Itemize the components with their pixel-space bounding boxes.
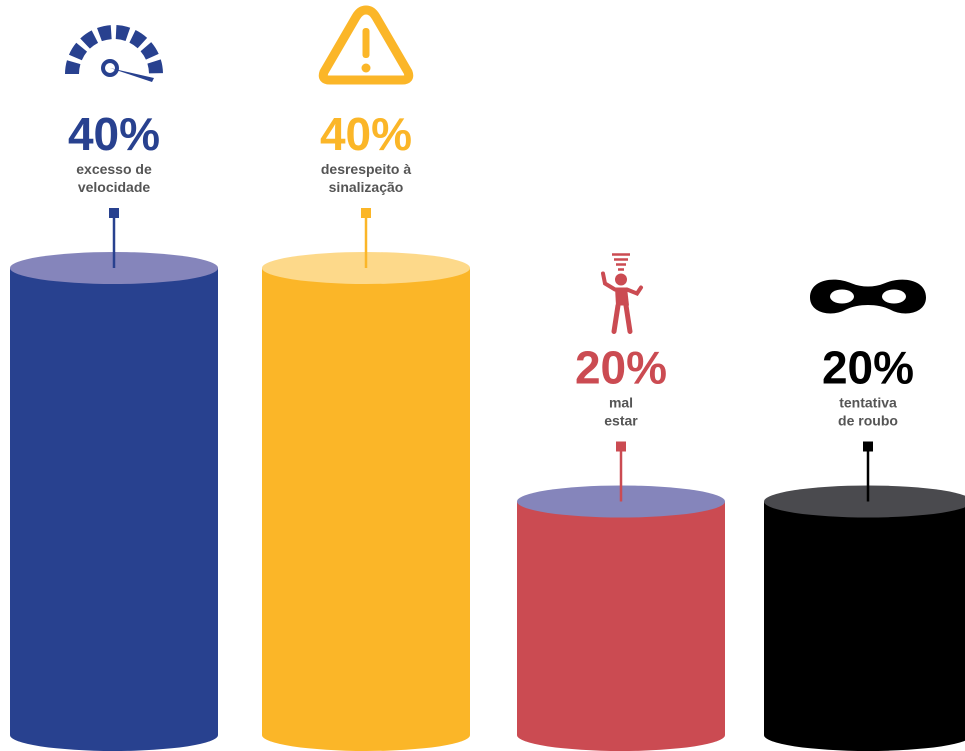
category-label-line1: tentativa <box>839 395 897 411</box>
category-label-line1: excesso de <box>76 161 152 177</box>
dizzy-person-icon <box>601 253 643 334</box>
value-label-desrespeito-sinalizacao: 40% <box>320 108 412 160</box>
mask-icon <box>810 279 926 314</box>
value-label-tentativa-de-roubo: 20% <box>822 342 914 394</box>
category-label-line1: desrespeito à <box>321 161 411 177</box>
category-label-line1: mal <box>609 395 633 411</box>
leader-marker-1 <box>361 208 371 218</box>
value-label-excesso-de-velocidade: 40% <box>68 108 160 160</box>
leader-marker-0 <box>109 208 119 218</box>
warning-icon <box>318 5 414 85</box>
value-label-mal-estar: 20% <box>575 342 667 394</box>
speedometer-icon <box>65 25 163 82</box>
category-label-line2: sinalização <box>329 179 404 195</box>
bar-3 <box>764 501 965 751</box>
bars-layer <box>10 208 965 751</box>
category-label-line2: velocidade <box>78 179 151 195</box>
bar-top-3 <box>764 485 965 518</box>
bar-0 <box>10 268 218 751</box>
bar-1 <box>262 268 470 751</box>
bar-2 <box>517 501 725 751</box>
leader-marker-3 <box>863 441 873 452</box>
category-label-line2: estar <box>604 413 638 429</box>
category-label-line2: de roubo <box>838 413 898 429</box>
leader-marker-2 <box>616 441 626 452</box>
